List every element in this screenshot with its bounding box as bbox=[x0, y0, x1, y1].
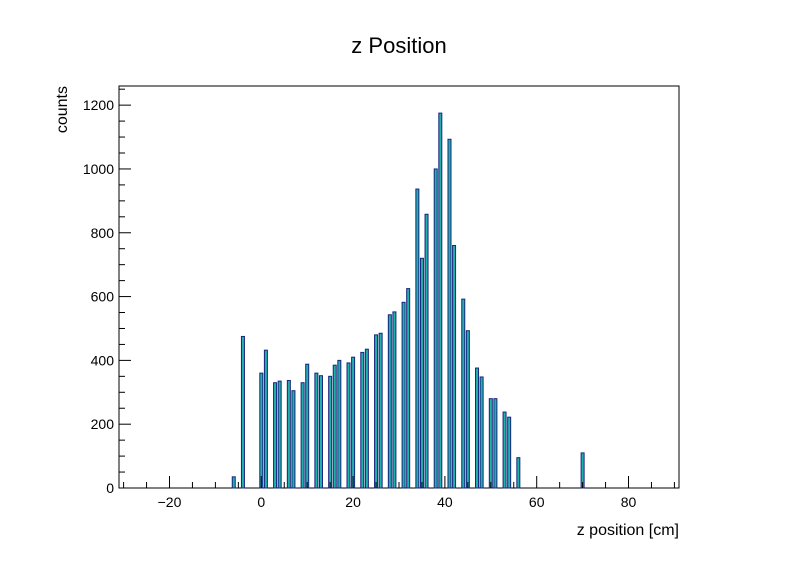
x-tick-label: −20 bbox=[158, 494, 182, 510]
y-axis-label: counts bbox=[54, 86, 71, 133]
histogram-bar bbox=[300, 382, 305, 489]
y-tick-label: 400 bbox=[91, 352, 115, 368]
histogram-bar bbox=[465, 330, 470, 489]
histogram-bar bbox=[507, 416, 512, 489]
x-tick-label: 0 bbox=[257, 494, 265, 510]
histogram-bar bbox=[378, 332, 383, 489]
histogram-bar bbox=[240, 335, 245, 489]
histogram-bar bbox=[286, 379, 291, 489]
histogram-bar bbox=[337, 359, 342, 489]
histogram-bar bbox=[291, 390, 296, 489]
y-tick-label: 800 bbox=[91, 225, 115, 241]
x-axis-label: z position [cm] bbox=[577, 522, 679, 539]
histogram-bar bbox=[277, 380, 282, 489]
histogram-bar bbox=[364, 348, 369, 489]
y-tick-label: 1000 bbox=[83, 161, 114, 177]
x-axis-ticks: −20 0 20 40 60 80 bbox=[123, 476, 675, 510]
y-tick-label: 1200 bbox=[83, 97, 114, 113]
chart-title: z Position bbox=[351, 33, 446, 58]
histogram-bar bbox=[433, 168, 438, 489]
histogram-bar bbox=[360, 351, 365, 489]
histogram-bar bbox=[438, 112, 443, 489]
histogram-bars bbox=[231, 112, 585, 489]
plot-frame bbox=[118, 85, 680, 489]
histogram-bar bbox=[479, 376, 484, 489]
histogram-bar bbox=[305, 363, 310, 489]
histogram-bar bbox=[328, 375, 333, 489]
histogram-bar bbox=[502, 411, 507, 489]
histogram-bar bbox=[346, 362, 351, 489]
histogram-bar bbox=[231, 476, 236, 489]
x-tick-label: 20 bbox=[345, 494, 361, 510]
histogram-bar bbox=[415, 188, 420, 489]
histogram-bar bbox=[314, 372, 319, 489]
y-axis-ticks: 0 200 400 600 800 1000 1200 bbox=[83, 88, 131, 496]
y-tick-label: 600 bbox=[91, 289, 115, 305]
y-tick-label: 200 bbox=[91, 416, 115, 432]
histogram-bar bbox=[419, 257, 424, 489]
y-tick-label: 0 bbox=[106, 480, 114, 496]
histogram-bar bbox=[318, 375, 323, 489]
histogram-bar bbox=[447, 138, 452, 489]
histogram-bar bbox=[273, 382, 278, 489]
histogram-bar bbox=[475, 367, 480, 489]
histogram-bar bbox=[259, 372, 264, 489]
histogram-bar bbox=[406, 288, 411, 489]
histogram-bar bbox=[493, 398, 498, 489]
histogram-bar bbox=[263, 349, 268, 489]
histogram-bar bbox=[332, 364, 337, 489]
histogram-bar bbox=[392, 311, 397, 489]
histogram-bar bbox=[424, 213, 429, 489]
histogram-bar bbox=[452, 245, 457, 489]
histogram-bar bbox=[488, 398, 493, 489]
histogram-bar bbox=[401, 301, 406, 489]
x-tick-label: 40 bbox=[437, 494, 453, 510]
x-tick-label: 80 bbox=[621, 494, 637, 510]
histogram-bar bbox=[374, 334, 379, 489]
histogram-bar bbox=[461, 298, 466, 489]
histogram-bar bbox=[516, 457, 521, 489]
histogram-bar bbox=[387, 314, 392, 489]
x-tick-label: 60 bbox=[529, 494, 545, 510]
histogram-bar bbox=[351, 356, 356, 489]
